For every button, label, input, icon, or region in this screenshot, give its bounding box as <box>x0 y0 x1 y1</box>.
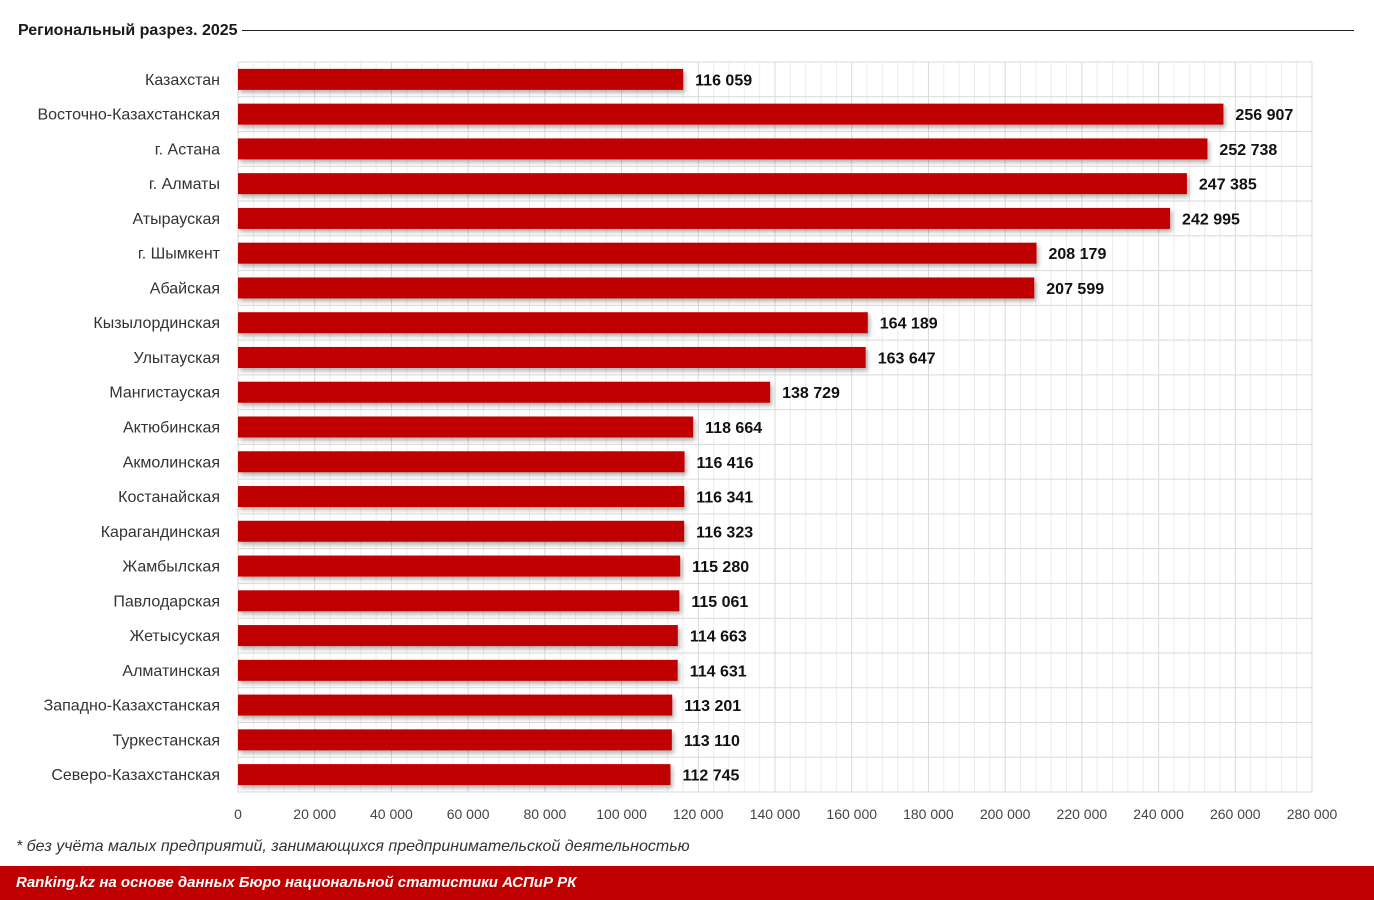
x-tick-label: 220 000 <box>1057 806 1108 822</box>
value-label: 116 416 <box>697 455 754 472</box>
bar <box>238 207 1171 229</box>
x-tick-label: 240 000 <box>1133 806 1184 822</box>
bar <box>238 520 685 542</box>
footnote: * без учёта малых предприятий, занимающи… <box>16 838 690 855</box>
category-label: г. Астана <box>155 141 220 158</box>
source-text: Ranking.kz на основе данных Бюро национа… <box>16 874 577 891</box>
value-label: 242 995 <box>1182 211 1240 228</box>
x-tick-label: 120 000 <box>673 806 724 822</box>
category-label: г. Шымкент <box>138 246 221 263</box>
value-label: 112 745 <box>682 768 739 785</box>
value-label: 114 663 <box>690 629 747 646</box>
bar <box>238 346 866 368</box>
bar <box>238 555 681 577</box>
category-label: г. Алматы <box>149 176 220 193</box>
bar <box>238 486 685 508</box>
bar <box>238 312 868 334</box>
x-tick-label: 140 000 <box>750 806 801 822</box>
x-tick-label: 100 000 <box>596 806 647 822</box>
category-label: Казахстан <box>145 72 220 89</box>
x-axis: 0 20 000 40 000 60 000 80 000 100 000 120 000 1… <box>234 806 1337 822</box>
bar <box>238 451 685 473</box>
value-label: 113 201 <box>684 698 741 715</box>
bar <box>238 173 1187 195</box>
x-tick-label: 0 <box>234 806 242 822</box>
category-label: Карагандинская <box>101 524 220 541</box>
x-tick-label: 60 000 <box>447 806 490 822</box>
bar <box>238 103 1224 125</box>
category-label: Улытауская <box>133 350 220 367</box>
bar <box>238 68 684 90</box>
chart-title: Региональный разрез. 2025 <box>18 22 238 39</box>
bars <box>238 68 1224 786</box>
x-tick-label: 200 000 <box>980 806 1031 822</box>
title-divider <box>242 30 1354 31</box>
value-label: 247 385 <box>1199 177 1257 194</box>
value-label: 138 729 <box>782 385 840 402</box>
value-label: 116 059 <box>695 72 752 89</box>
category-label: Алматинская <box>122 663 220 680</box>
value-label: 163 647 <box>878 350 936 367</box>
bar <box>238 590 680 612</box>
title-row: Региональный разрез. 2025 <box>18 20 1354 42</box>
footer-bar: Ranking.kz на основе данных Бюро национа… <box>0 866 1374 900</box>
value-label: 115 061 <box>691 594 748 611</box>
x-tick-label: 180 000 <box>903 806 954 822</box>
category-label: Кызылординская <box>93 315 220 332</box>
category-label: Павлодарская <box>113 593 220 610</box>
category-label: Абайская <box>150 280 220 297</box>
category-label: Жетысуская <box>129 628 220 645</box>
value-label: 113 110 <box>684 733 740 750</box>
value-label: 114 631 <box>690 663 747 680</box>
bar <box>238 764 671 786</box>
x-tick-label: 80 000 <box>523 806 566 822</box>
value-label: 252 738 <box>1219 142 1277 159</box>
value-label: 207 599 <box>1046 281 1104 298</box>
category-label: Туркестанская <box>113 732 220 749</box>
bar <box>238 729 672 751</box>
value-label: 208 179 <box>1049 246 1107 263</box>
bar <box>238 625 678 647</box>
category-label: Костанайская <box>118 489 220 506</box>
value-label: 116 323 <box>696 524 753 541</box>
bar <box>238 138 1208 160</box>
bar <box>238 242 1037 264</box>
value-label: 164 189 <box>880 316 938 333</box>
category-label: Акмолинская <box>123 454 220 471</box>
value-label: 115 280 <box>692 559 749 576</box>
category-label: Восточно-Казахстанская <box>37 107 220 124</box>
x-tick-label: 20 000 <box>293 806 336 822</box>
category-label: Атырауская <box>133 211 221 228</box>
bar <box>238 381 771 403</box>
category-label: Северо-Казахстанская <box>51 767 220 784</box>
x-tick-label: 40 000 <box>370 806 413 822</box>
category-label: Актюбинская <box>123 420 220 437</box>
x-tick-label: 280 000 <box>1287 806 1338 822</box>
category-label: Западно-Казахстанская <box>44 698 220 715</box>
bar <box>238 416 694 438</box>
labels: Казахстан 116 059 Восточно-Казахстанская 25… <box>37 72 1293 785</box>
value-label: 116 341 <box>696 490 753 507</box>
category-label: Мангистауская <box>109 385 220 402</box>
x-tick-label: 160 000 <box>826 806 877 822</box>
category-label: Жамбылская <box>122 559 220 576</box>
bar <box>238 694 673 716</box>
bar <box>238 277 1035 299</box>
value-label: 118 664 <box>705 420 762 437</box>
value-label: 256 907 <box>1235 107 1293 124</box>
bar-chart: Казахстан 116 059 Восточно-Казахстанская 25… <box>37 61 1338 822</box>
bar <box>238 659 678 681</box>
x-tick-label: 260 000 <box>1210 806 1261 822</box>
